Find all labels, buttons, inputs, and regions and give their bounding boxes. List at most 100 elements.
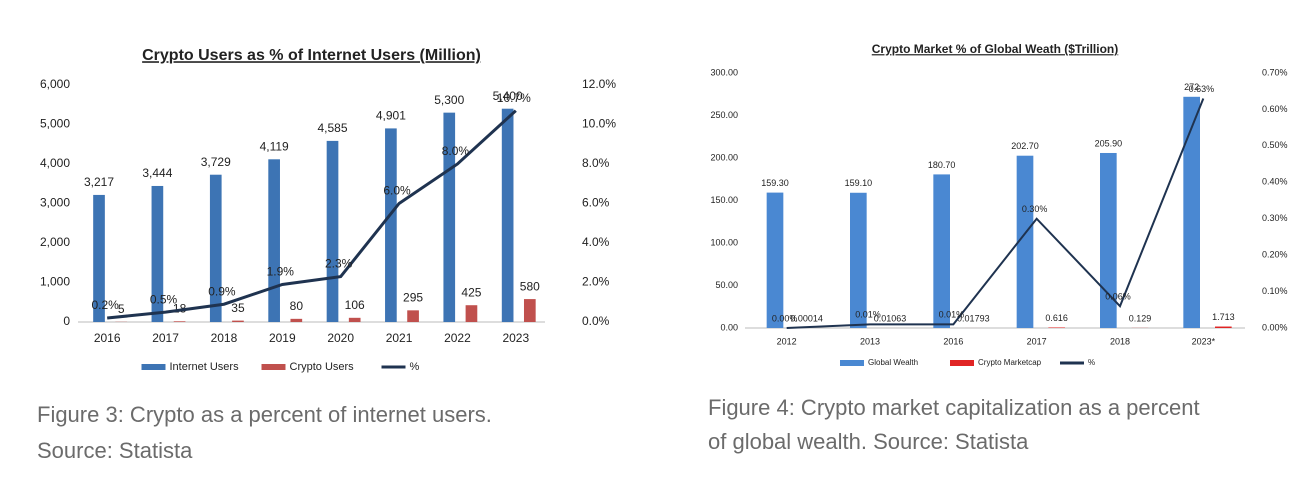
bar xyxy=(443,112,456,323)
data-label: 159.10 xyxy=(845,178,873,188)
y2-tick-label: 0.20% xyxy=(1262,250,1288,260)
line-label: 2.3% xyxy=(325,257,353,271)
line-label: 0.63% xyxy=(1189,84,1215,94)
bar xyxy=(1183,96,1200,328)
data-label: 3,217 xyxy=(84,175,114,189)
bar xyxy=(385,128,397,322)
data-label: 0.129 xyxy=(1129,313,1152,323)
y-tick-label: 5,000 xyxy=(40,117,70,131)
data-label: 5,400 xyxy=(493,89,523,103)
x-tick-label: 2018 xyxy=(211,331,238,345)
data-label: 1.713 xyxy=(1212,312,1235,322)
caption-line: of global wealth. Source: Statista xyxy=(708,429,1029,454)
y-tick-label: 3,000 xyxy=(40,196,70,210)
data-label: 80 xyxy=(290,299,304,313)
x-tick-label: 2020 xyxy=(327,331,354,345)
line-label: 0.30% xyxy=(1022,204,1048,214)
legend-swatch xyxy=(950,360,974,366)
y-tick-label: 0 xyxy=(63,314,70,328)
x-tick-label: 2013 xyxy=(860,336,880,346)
y2-tick-label: 0.0% xyxy=(582,314,610,328)
y2-tick-label: 8.0% xyxy=(582,156,610,170)
y-tick-label: 250.00 xyxy=(710,110,738,120)
chart-title: Crypto Market % of Global Weath ($Trilli… xyxy=(872,42,1118,56)
data-label: 180.70 xyxy=(928,160,956,170)
y2-tick-label: 2.0% xyxy=(582,275,610,289)
y2-tick-label: 0.00% xyxy=(1262,322,1288,332)
x-tick-label: 2019 xyxy=(269,331,296,345)
data-label: 0.00014 xyxy=(790,313,823,323)
legend-label: Crypto Users xyxy=(290,361,355,373)
data-label: 5,300 xyxy=(434,93,464,107)
line-label: 0.01% xyxy=(855,310,881,320)
y-tick-label: 0.00 xyxy=(720,322,738,332)
line-label: 6.0% xyxy=(383,184,411,198)
y-tick-label: 150.00 xyxy=(710,195,738,205)
x-tick-label: 2023* xyxy=(1192,336,1216,346)
line xyxy=(107,109,517,320)
bar xyxy=(523,299,536,322)
bar xyxy=(209,174,222,322)
bar xyxy=(1048,327,1065,328)
y2-tick-label: 0.70% xyxy=(1262,67,1288,77)
data-label: 159.30 xyxy=(761,178,789,188)
x-tick-label: 2017 xyxy=(1027,336,1047,346)
y2-tick-label: 12.0% xyxy=(582,77,616,91)
y-tick-label: 4,000 xyxy=(40,156,70,170)
x-tick-label: 2016 xyxy=(943,336,963,346)
y-tick-label: 1,000 xyxy=(40,275,70,289)
bar xyxy=(850,192,867,328)
data-label: 4,901 xyxy=(376,109,406,123)
x-tick-label: 2021 xyxy=(386,331,413,345)
x-tick-label: 2012 xyxy=(777,336,797,346)
bar xyxy=(933,174,950,328)
data-label: 0.01793 xyxy=(957,313,990,323)
x-tick-label: 2018 xyxy=(1110,336,1130,346)
line-label: 0.2% xyxy=(92,298,120,312)
caption-line: Source: Statista xyxy=(37,438,193,463)
y2-tick-label: 4.0% xyxy=(582,235,610,249)
y-tick-label: 2,000 xyxy=(40,235,70,249)
caption-line: Figure 3: Crypto as a percent of interne… xyxy=(37,402,492,427)
bar xyxy=(1100,152,1117,328)
y2-tick-label: 0.50% xyxy=(1262,140,1288,150)
bar xyxy=(501,108,514,322)
legend-swatch xyxy=(261,364,286,370)
bar xyxy=(173,321,186,322)
y2-tick-label: 0.60% xyxy=(1262,104,1288,114)
y-tick-label: 100.00 xyxy=(710,237,738,247)
line-label: 0.00% xyxy=(772,313,798,323)
line-label: 1.9% xyxy=(267,265,295,279)
bar xyxy=(465,305,478,322)
y2-tick-label: 6.0% xyxy=(582,196,610,210)
caption-line: Figure 4: Crypto market capitalization a… xyxy=(708,395,1200,420)
data-label: 35 xyxy=(231,301,245,315)
chart-title: Crypto Users as % of Internet Users (Mil… xyxy=(142,47,481,64)
legend-swatch xyxy=(840,360,864,366)
data-label: 4,585 xyxy=(317,121,347,135)
data-label: 3,444 xyxy=(142,166,172,180)
bar xyxy=(232,320,244,322)
data-label: 425 xyxy=(461,285,481,299)
y2-tick-label: 0.30% xyxy=(1262,213,1288,223)
data-label: 3,729 xyxy=(201,155,231,169)
y-tick-label: 6,000 xyxy=(40,77,70,91)
data-label: 4,119 xyxy=(260,139,289,153)
data-label: 106 xyxy=(345,298,365,312)
line-label: 10.7% xyxy=(497,91,531,105)
data-label: 0.01063 xyxy=(874,313,907,323)
data-label: 272 xyxy=(1184,82,1199,92)
y2-tick-label: 0.10% xyxy=(1262,286,1288,296)
y-tick-label: 300.00 xyxy=(710,67,738,77)
data-label: 0.616 xyxy=(1045,313,1068,323)
y-tick-label: 200.00 xyxy=(710,152,738,162)
x-tick-label: 2017 xyxy=(152,331,179,345)
y2-tick-label: 10.0% xyxy=(582,117,616,131)
bar xyxy=(766,192,784,328)
y2-tick-label: 0.40% xyxy=(1262,177,1288,187)
line-label: 8.0% xyxy=(442,144,470,158)
bar xyxy=(1016,155,1034,328)
x-tick-label: 2022 xyxy=(444,331,471,345)
legend-label: Crypto Marketcap xyxy=(978,358,1042,367)
